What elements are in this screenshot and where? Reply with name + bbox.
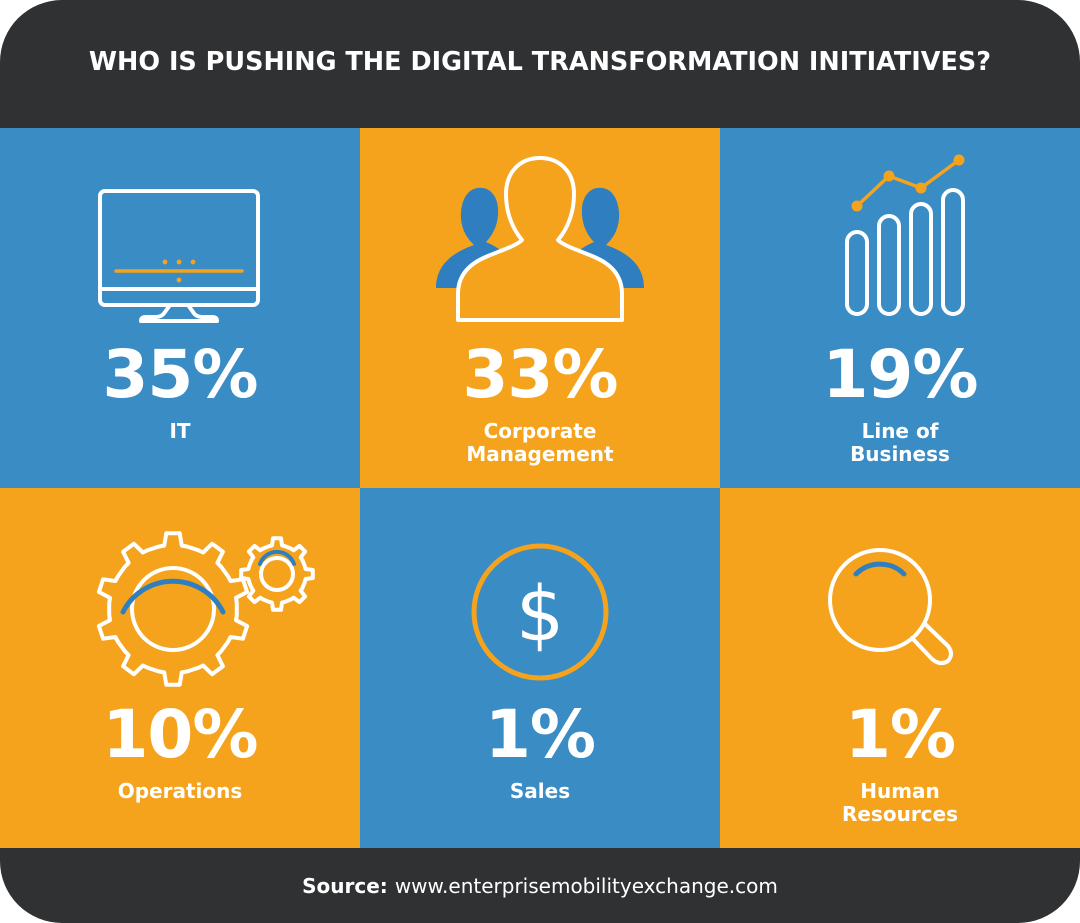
infographic-title: WHO IS PUSHING THE DIGITAL TRANSFORMATIO… bbox=[88, 47, 992, 77]
stat-tile-operations: 10% Operations bbox=[0, 488, 360, 848]
stat-label: Operations bbox=[70, 780, 290, 803]
stat-label-line: Resources bbox=[841, 802, 959, 826]
stat-value: 1% bbox=[484, 696, 596, 773]
stat-grid: 35% IT 33% Corporate Management bbox=[0, 128, 1080, 848]
stat-label-line: Operations bbox=[117, 779, 243, 803]
stat-value: 10% bbox=[102, 696, 259, 773]
source-label: Source: bbox=[302, 873, 388, 898]
gears-icon bbox=[96, 531, 315, 687]
monitor-icon bbox=[98, 189, 260, 323]
magnifier-icon bbox=[828, 548, 953, 666]
stat-value: 35% bbox=[102, 336, 259, 413]
stat-tile-corporate-management: 33% Corporate Management bbox=[360, 128, 720, 488]
stat-label-line: Corporate bbox=[483, 419, 597, 443]
stat-label-line: Sales bbox=[509, 779, 571, 803]
svg-text:$: $ bbox=[516, 569, 564, 658]
stat-label: Sales bbox=[430, 780, 650, 803]
stat-value: 33% bbox=[462, 336, 619, 413]
stat-tile-human-resources: 1% Human Resources bbox=[720, 488, 1080, 848]
stat-label-line: Management bbox=[466, 442, 614, 466]
source-url: www.enterprisemobilityexchange.com bbox=[394, 873, 778, 898]
stat-tile-sales: $ 1% Sales bbox=[360, 488, 720, 848]
stat-label-line: IT bbox=[169, 419, 191, 443]
stat-label: Line of Business bbox=[790, 420, 1010, 466]
bar-chart-icon bbox=[845, 154, 965, 316]
stat-label-line: Line of bbox=[861, 419, 939, 443]
people-icon bbox=[436, 156, 644, 322]
source-footer: Source: www.enterprisemobilityexchange.c… bbox=[0, 848, 1080, 923]
stat-tile-line-of-business: 19% Line of Business bbox=[720, 128, 1080, 488]
stat-label-line: Human bbox=[860, 779, 940, 803]
stat-label: IT bbox=[70, 420, 290, 443]
stat-value: 1% bbox=[844, 696, 956, 773]
stat-value: 19% bbox=[822, 336, 979, 413]
stat-label: Human Resources bbox=[790, 780, 1010, 826]
dollar-icon: $ bbox=[471, 543, 609, 681]
stat-tile-it: 35% IT bbox=[0, 128, 360, 488]
stat-label-line: Business bbox=[850, 442, 950, 466]
stat-label: Corporate Management bbox=[430, 420, 650, 466]
header-bar: WHO IS PUSHING THE DIGITAL TRANSFORMATIO… bbox=[0, 0, 1080, 128]
